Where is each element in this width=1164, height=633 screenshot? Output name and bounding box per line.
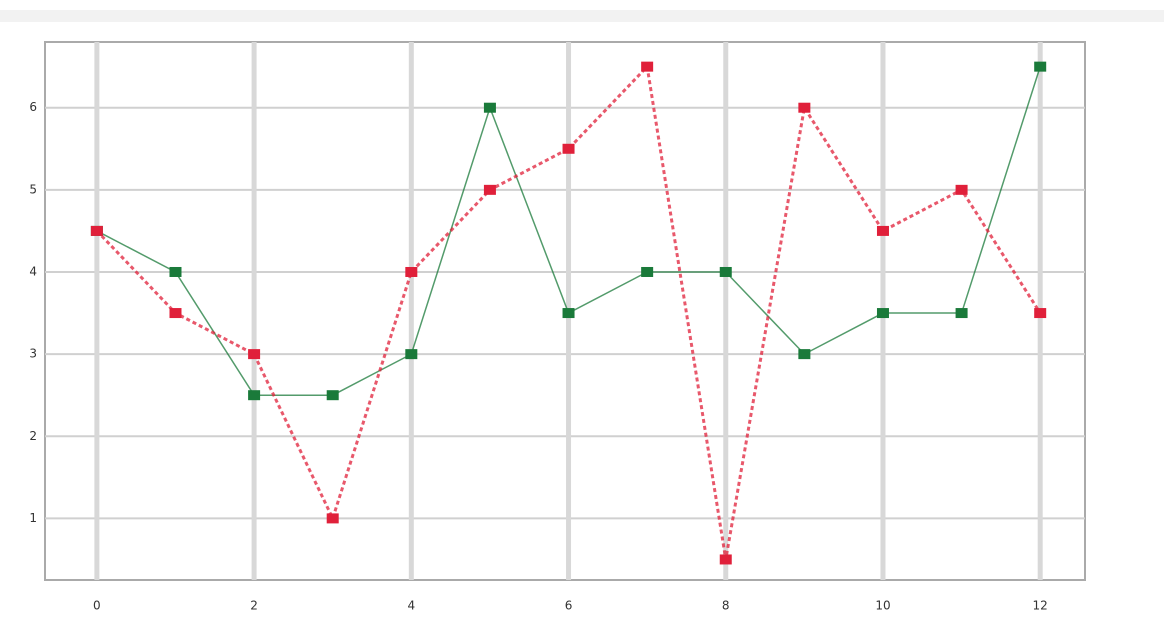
point-marker	[169, 266, 182, 277]
point-marker	[641, 61, 654, 72]
x-tick-label: 4	[407, 599, 415, 613]
point-marker	[719, 266, 732, 277]
y-tick-label: 4	[29, 264, 37, 278]
point-marker	[641, 266, 654, 277]
x-tick-label: 6	[565, 599, 573, 613]
point-marker	[1034, 61, 1047, 72]
x-tick-label: 12	[1033, 599, 1048, 613]
y-tick-label: 3	[29, 347, 37, 361]
x-tick-label: 0	[93, 599, 101, 613]
top-band	[0, 10, 1164, 22]
point-marker	[169, 308, 182, 319]
point-marker	[876, 225, 889, 236]
point-marker	[483, 184, 496, 195]
x-tick-label: 8	[722, 599, 730, 613]
point-marker	[876, 308, 889, 319]
point-marker	[798, 102, 811, 113]
point-marker	[955, 184, 968, 195]
y-tick-label: 2	[29, 429, 37, 443]
point-marker	[1034, 308, 1047, 319]
x-tick-label: 2	[250, 599, 258, 613]
point-marker	[248, 390, 261, 401]
point-marker	[405, 266, 418, 277]
point-marker	[405, 349, 418, 360]
point-marker	[90, 225, 103, 236]
point-marker	[562, 143, 575, 154]
point-marker	[483, 102, 496, 113]
point-marker	[562, 308, 575, 319]
point-marker	[798, 349, 811, 360]
point-marker	[955, 308, 968, 319]
x-tick-label: 10	[875, 599, 890, 613]
y-tick-label: 1	[29, 511, 37, 525]
y-tick-label: 6	[29, 100, 37, 114]
point-marker	[248, 349, 261, 360]
y-tick-label: 5	[29, 182, 37, 196]
point-marker	[326, 513, 339, 524]
point-marker	[326, 390, 339, 401]
point-marker	[719, 554, 732, 565]
